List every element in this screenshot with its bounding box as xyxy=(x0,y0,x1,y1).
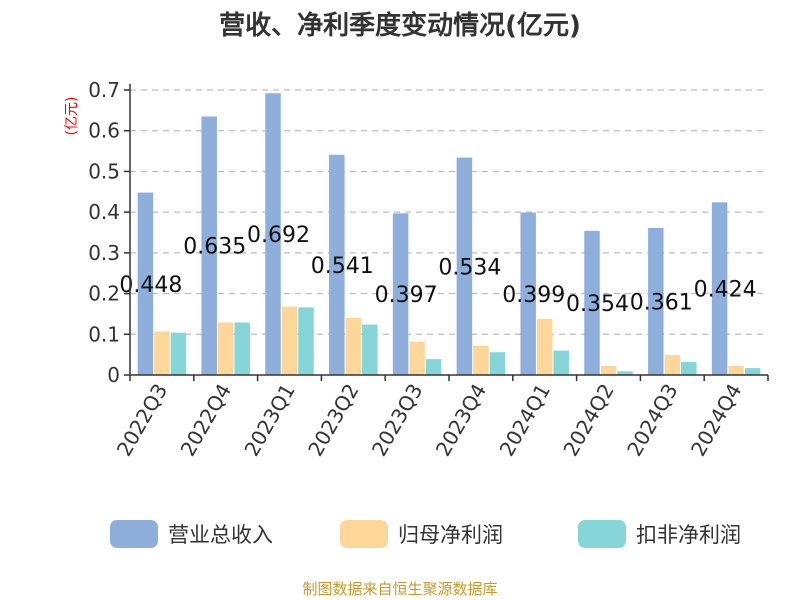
bar-2024Q4-series-1 xyxy=(728,366,744,375)
legend-swatch-2 xyxy=(578,520,626,548)
data-label-2024Q1: 0.399 xyxy=(502,283,565,308)
data-label-2023Q1: 0.692 xyxy=(247,223,310,248)
y-tick-label: 0.6 xyxy=(88,119,120,143)
data-label-2024Q2: 0.354 xyxy=(566,292,629,317)
bar-2024Q4-series-2 xyxy=(744,368,761,375)
chart-title: 营收、净利季度变动情况(亿元) xyxy=(219,10,581,41)
bar-2024Q3-series-1 xyxy=(664,355,681,375)
bar-2023Q2-series-1 xyxy=(345,318,362,375)
bar-2022Q4-series-2 xyxy=(234,322,250,375)
x-tick-label: 2024Q4 xyxy=(686,380,746,461)
bar-2022Q3-series-0 xyxy=(137,192,154,375)
bar-2023Q1-series-2 xyxy=(298,307,314,375)
data-label-2024Q4: 0.424 xyxy=(694,278,757,303)
bar-2023Q3-series-1 xyxy=(409,341,425,375)
x-tick-label: 2023Q4 xyxy=(431,380,491,461)
legend-label-1: 归母净利润 xyxy=(398,523,503,547)
bar-2022Q3-series-2 xyxy=(170,332,187,375)
y-tick-label: 0.2 xyxy=(88,282,120,306)
bar-2023Q2-series-2 xyxy=(362,324,378,375)
bar-2024Q4-series-0 xyxy=(711,202,728,375)
bar-2023Q1-series-0 xyxy=(265,93,281,375)
source-note: 制图数据来自恒生聚源数据库 xyxy=(302,580,497,598)
data-label-2022Q4: 0.635 xyxy=(183,235,246,260)
legend-swatch-1 xyxy=(340,520,388,548)
x-tick-label: 2023Q2 xyxy=(303,380,363,461)
bar-2023Q4-series-2 xyxy=(489,352,506,375)
x-tick-label: 2024Q3 xyxy=(622,380,682,461)
bar-2024Q2-series-1 xyxy=(600,366,617,375)
legend: 营业总收入 归母净利润 扣非净利润 xyxy=(110,520,741,548)
bar-2022Q3-series-1 xyxy=(154,331,170,375)
x-tick-label: 2022Q3 xyxy=(112,380,172,461)
bar-2023Q4-series-1 xyxy=(473,345,489,375)
y-tick-label: 0.5 xyxy=(88,159,120,183)
bar-2024Q1-series-0 xyxy=(520,212,536,375)
bars xyxy=(137,93,761,375)
legend-label-0: 营业总收入 xyxy=(168,523,273,547)
bar-2024Q2-series-2 xyxy=(617,371,633,375)
y-tick-label: 0.7 xyxy=(88,78,120,102)
bar-2024Q2-series-0 xyxy=(584,230,600,375)
y-axis-label: (亿元) xyxy=(64,97,80,136)
bar-2024Q1-series-1 xyxy=(536,318,553,375)
bar-2024Q3-series-2 xyxy=(681,361,697,375)
bar-2024Q3-series-0 xyxy=(648,228,664,375)
x-tick-label: 2023Q1 xyxy=(239,380,299,461)
bar-2023Q1-series-1 xyxy=(281,306,298,375)
axes: 0 0.1 0.2 0.3 0.4 0.5 0.6 0.7 2022Q3 2022Q4 2023Q1… xyxy=(88,78,769,461)
x-tick-label: 2023Q3 xyxy=(367,380,427,461)
legend-label-2: 扣非净利润 xyxy=(636,523,741,547)
x-tick-label: 2022Q4 xyxy=(176,380,236,461)
bar-2023Q2-series-0 xyxy=(329,154,345,375)
bar-2022Q4-series-0 xyxy=(201,116,217,375)
data-label-2023Q3: 0.397 xyxy=(375,283,438,308)
bar-2023Q3-series-0 xyxy=(392,213,409,375)
x-tick-label: 2024Q1 xyxy=(495,380,555,461)
bar-2023Q4-series-0 xyxy=(456,157,473,375)
bar-2022Q4-series-1 xyxy=(217,322,234,375)
y-tick-label: 0.3 xyxy=(88,241,120,265)
y-tick-label: 0.1 xyxy=(88,322,120,346)
y-tick-label: 0.4 xyxy=(88,200,120,224)
bar-2024Q1-series-2 xyxy=(553,350,569,375)
data-label-2023Q4: 0.534 xyxy=(438,255,501,280)
x-tick-label: 2024Q2 xyxy=(558,380,618,461)
y-tick-label: 0 xyxy=(107,363,120,387)
data-label-2024Q3: 0.361 xyxy=(630,291,693,316)
data-label-2023Q2: 0.541 xyxy=(311,254,374,279)
bar-2023Q3-series-2 xyxy=(425,359,442,375)
legend-swatch-0 xyxy=(110,520,158,548)
